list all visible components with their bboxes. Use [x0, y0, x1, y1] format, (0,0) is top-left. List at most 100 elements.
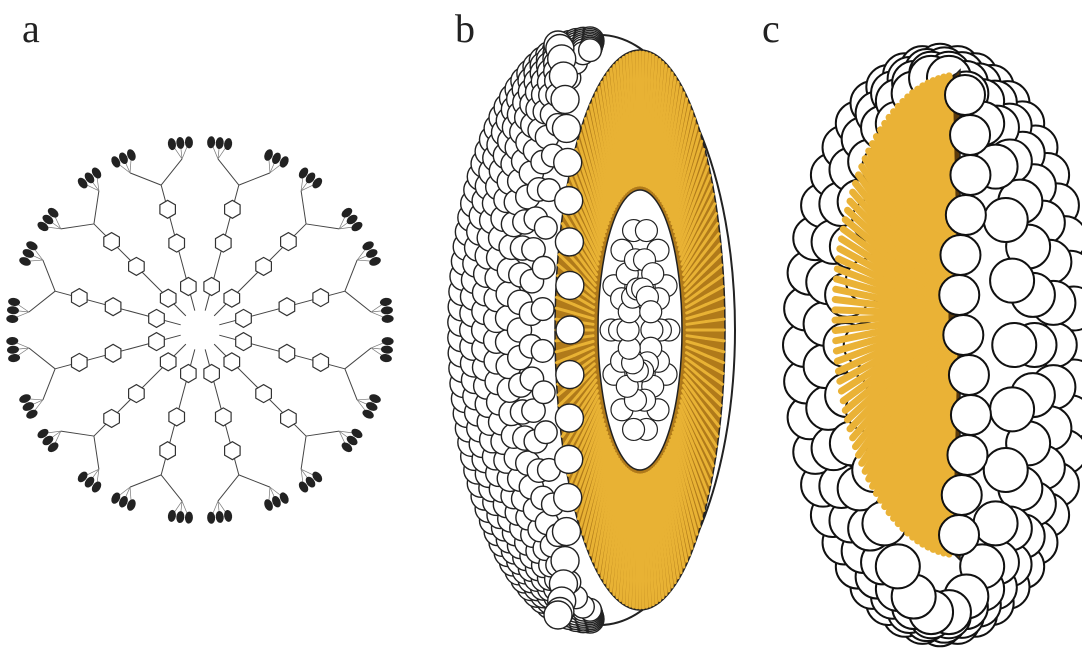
lipid-tail [670, 516, 683, 575]
lipid-tail [589, 103, 603, 158]
end-group [26, 409, 38, 419]
ring [168, 233, 186, 253]
lipid-tail [597, 85, 610, 144]
lipid-tail [690, 156, 708, 199]
lipid-tail [586, 195, 605, 242]
lipid-tail [667, 442, 683, 501]
end-group [111, 492, 121, 504]
lipid-tail [582, 404, 602, 444]
end-group [111, 156, 121, 168]
surfactant-head [942, 314, 985, 356]
lipid-tail [628, 471, 635, 544]
surfactant-head [940, 474, 983, 516]
lipid-tail [685, 131, 701, 180]
lipid-tail [700, 402, 721, 428]
lipid-tail [554, 345, 576, 354]
lipid-tail [673, 426, 690, 478]
lipid-tail [673, 182, 690, 234]
end-group [119, 152, 128, 165]
lipid-head [530, 338, 555, 363]
end-group [37, 221, 49, 232]
end-group [369, 394, 381, 403]
lipid-head [550, 84, 580, 115]
ring [203, 276, 220, 297]
lipid-tail [630, 114, 636, 188]
end-group [26, 241, 38, 251]
surfactant-head [989, 257, 1036, 304]
lipid-tail [575, 373, 597, 398]
lipid-tail [583, 209, 603, 251]
end-group [264, 499, 273, 511]
lipid-tail [702, 253, 723, 274]
lipid-tail [666, 76, 677, 137]
lipid-tail [646, 52, 652, 118]
end-group [362, 241, 374, 251]
surfactant-head [939, 234, 982, 276]
bond [344, 347, 372, 370]
lipid-tail [669, 438, 685, 495]
lipid-tail [635, 113, 640, 187]
lipid-tail [642, 473, 647, 546]
lipid-tail [642, 114, 647, 187]
surfactant-head [938, 514, 981, 556]
bond [217, 474, 240, 502]
lipid-tail [600, 520, 612, 580]
dendrimer [6, 136, 394, 524]
lipid-tail [577, 246, 599, 277]
lipid-tail [586, 497, 601, 550]
lipid-tail [623, 119, 631, 191]
end-group [341, 207, 353, 218]
lipid-tail [679, 399, 700, 437]
end-group [19, 257, 31, 266]
lipid-tail [690, 461, 708, 504]
lipid-tail [625, 117, 633, 190]
lipid-tail [704, 295, 725, 307]
lipid-tail [685, 339, 708, 349]
lipid-tail [702, 378, 724, 397]
end-group [224, 509, 233, 522]
end-group [167, 509, 176, 522]
end-group [215, 137, 224, 150]
lipid-head [621, 417, 646, 442]
lipid-tail [699, 410, 720, 438]
lipid-tail [593, 170, 610, 226]
lipid-tail [647, 470, 655, 543]
lipid-tail [615, 464, 626, 534]
lipid-head [551, 113, 582, 144]
lipid-tail [594, 91, 608, 149]
ring [128, 383, 145, 404]
liposome [447, 26, 736, 634]
end-group [6, 345, 19, 354]
end-group [127, 149, 136, 161]
lipid-tail [603, 523, 614, 584]
lipid-tail [581, 486, 597, 536]
lipid-head [533, 215, 558, 240]
lipid-tail [576, 474, 594, 521]
lipid-tail [683, 270, 706, 293]
lipid-tail [608, 457, 621, 524]
lipid-tail [685, 303, 708, 315]
lipid-head [530, 297, 555, 322]
lipid-tail [696, 192, 715, 227]
ring [214, 407, 232, 427]
surfactant-head [989, 386, 1036, 433]
lipid-tail [675, 195, 694, 242]
lipid-tail [640, 473, 645, 547]
surfactant-head [949, 394, 992, 436]
lipid-tail [678, 404, 698, 444]
end-group [369, 257, 381, 266]
ring [255, 383, 272, 404]
lipid-tail [672, 511, 686, 569]
bond [344, 368, 358, 401]
lipid-tail [557, 386, 578, 407]
lipid-tail [671, 431, 689, 484]
lipid-tail [643, 51, 649, 118]
lipid-tail [580, 399, 601, 437]
lipid-tail [633, 114, 638, 187]
lipid-tail [661, 530, 671, 593]
lipid-tail [703, 285, 725, 298]
lipid-tail [703, 370, 724, 386]
bond [28, 290, 56, 313]
end-group [22, 402, 35, 411]
